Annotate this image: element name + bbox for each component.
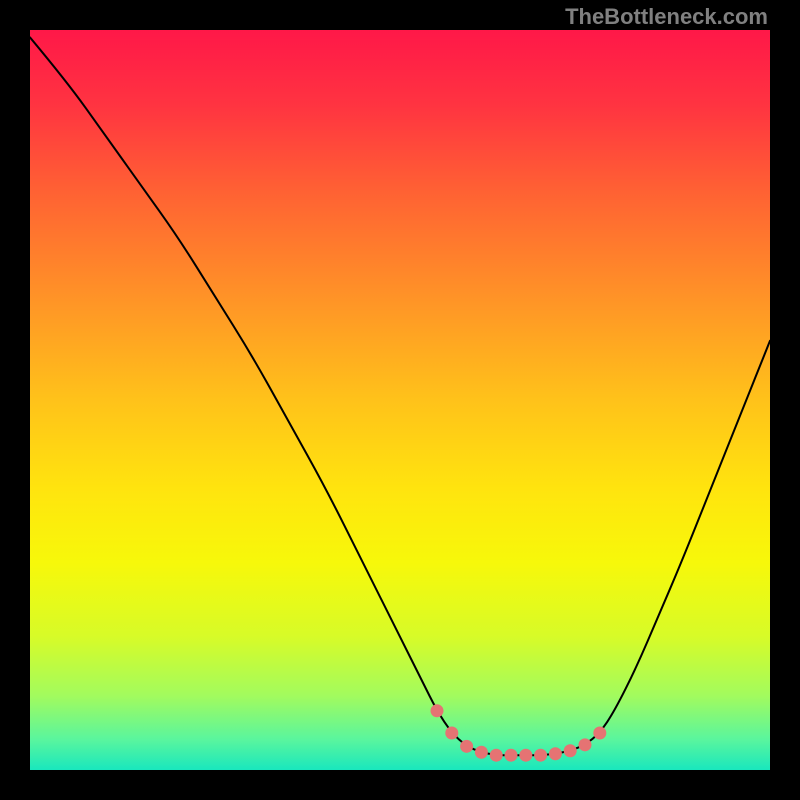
watermark-text: TheBottleneck.com	[565, 4, 768, 30]
valley-marker	[534, 749, 547, 762]
valley-marker	[519, 749, 532, 762]
valley-marker	[475, 746, 488, 759]
chart-container: TheBottleneck.com	[0, 0, 800, 800]
valley-marker	[445, 727, 458, 740]
chart-svg-layer	[30, 30, 770, 770]
valley-marker	[549, 747, 562, 760]
valley-marker	[564, 744, 577, 757]
valley-marker	[505, 749, 518, 762]
valley-marker	[490, 749, 503, 762]
bottleneck-curve	[30, 37, 770, 755]
valley-marker	[460, 740, 473, 753]
valley-marker	[579, 738, 592, 751]
valley-marker	[431, 704, 444, 717]
valley-marker	[593, 727, 606, 740]
plot-area	[30, 30, 770, 770]
